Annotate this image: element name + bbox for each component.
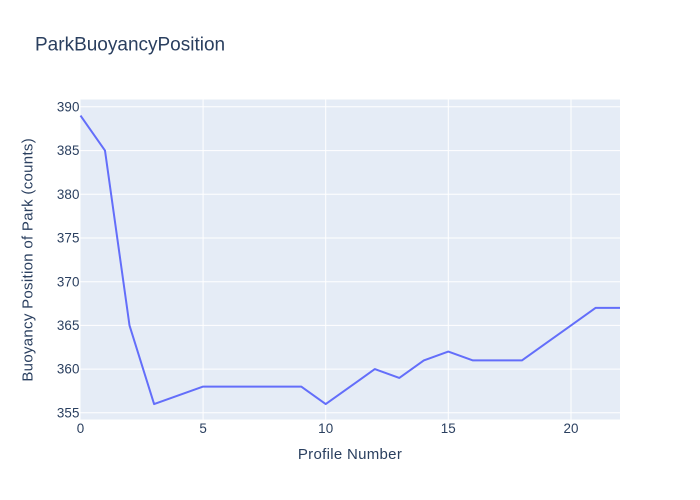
svg-text:ParkBuoyancyPosition: ParkBuoyancyPosition (35, 35, 225, 56)
svg-text:20: 20 (563, 421, 578, 436)
svg-text:5: 5 (199, 421, 207, 436)
svg-text:385: 385 (57, 143, 80, 158)
svg-text:Profile Number: Profile Number (298, 446, 402, 463)
svg-text:0: 0 (77, 421, 85, 436)
svg-text:360: 360 (57, 362, 80, 377)
svg-text:375: 375 (57, 231, 80, 246)
svg-text:Buoyancy Position of Park (cou: Buoyancy Position of Park (counts) (20, 138, 37, 382)
svg-text:355: 355 (57, 405, 80, 420)
svg-text:390: 390 (57, 99, 80, 114)
svg-text:365: 365 (57, 318, 80, 333)
svg-text:380: 380 (57, 187, 80, 202)
svg-text:370: 370 (57, 274, 80, 289)
svg-text:15: 15 (441, 421, 456, 436)
svg-text:10: 10 (318, 421, 333, 436)
